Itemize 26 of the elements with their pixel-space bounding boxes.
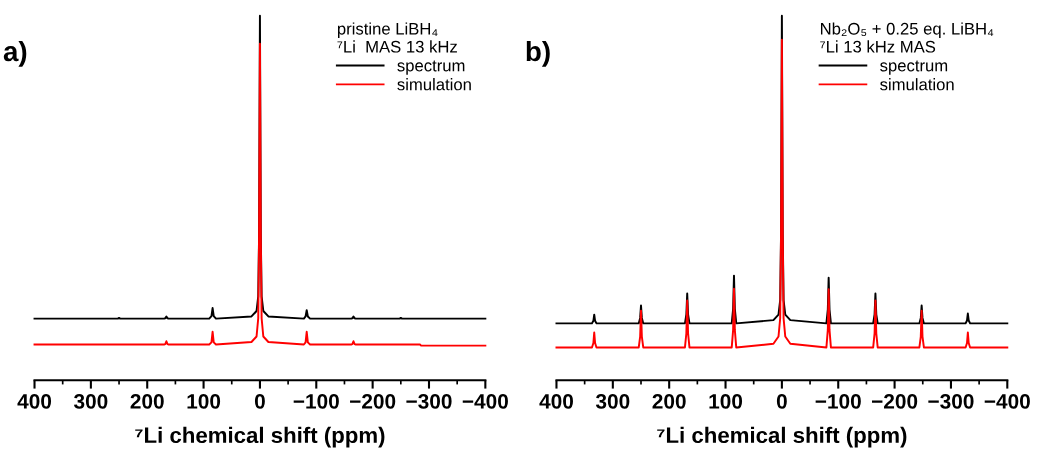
x-tick-label: −200 [350,393,396,409]
x-tick-label: 0 [776,393,787,409]
x-tick-label: −200 [872,393,918,409]
x-tick-label: 100 [187,393,221,409]
x-tick-label: 300 [73,393,108,409]
x-tick-label: −100 [293,393,339,409]
x-tick-label: 100 [709,393,743,409]
text: a) [3,40,27,67]
x-tick-label: 400 [539,393,573,409]
x-tick-label: 300 [595,393,630,409]
x-tick-label: 400 [17,393,52,409]
x-tick-label: −400 [984,393,1030,409]
legend-label: spectrum [880,60,948,75]
x-tick-label: −300 [406,393,452,409]
x-axis-title: ⁷Li chemical shift (ppm) [657,426,907,448]
x-tick-label: −400 [462,393,508,409]
legend-label: simulation [880,78,954,91]
text: b) [526,40,550,67]
x-tick-label: 200 [652,393,686,409]
x-tick-label: −300 [928,393,974,409]
legend-label: simulation [397,78,471,91]
legend-label: spectrum [397,60,465,75]
x-tick-label: 0 [254,393,265,409]
x-tick-label: 200 [130,393,164,409]
x-tick-label: −100 [815,393,861,409]
x-axis-title: ⁷Li chemical shift (ppm) [135,426,385,448]
